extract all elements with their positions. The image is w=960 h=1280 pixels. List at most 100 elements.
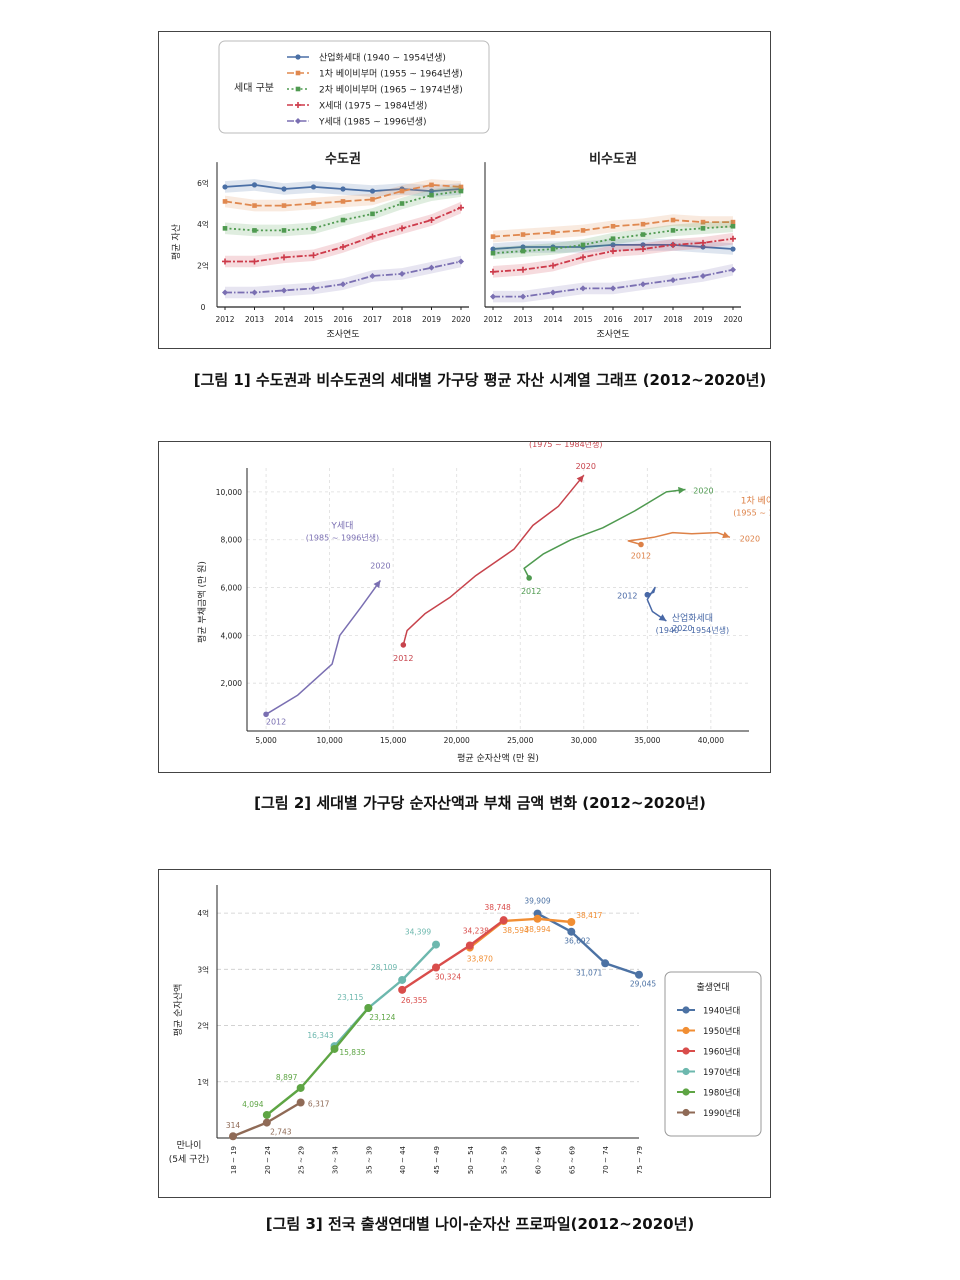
x-tick-label: 2016: [603, 315, 622, 324]
data-label-1980s: 15,835: [339, 1048, 365, 1057]
legend-box: [664, 971, 762, 1137]
data-label-1980s: 8,897: [276, 1073, 298, 1082]
x-tick-label: 2019: [693, 315, 712, 324]
figure-1-chart: 세대 구분 산업화세대 (1940 ~ 1954년생) 1차 베이비부머 (1955…: [171, 40, 743, 340]
series-line-geny: [265, 579, 382, 715]
panel-title: 비수도권: [589, 152, 637, 167]
legend-box: [218, 40, 490, 134]
data-label-1950s: 38,594: [503, 926, 529, 935]
data-point-1980s: [364, 1003, 373, 1012]
y-axis-label: 평균 부채금액 (만 원): [196, 561, 208, 643]
data-point-genx: [640, 246, 646, 253]
data-point-boomer2: [550, 246, 556, 252]
y-tick-label: 2억: [197, 262, 209, 271]
data-point-genx: [670, 241, 676, 248]
data-point-geny: [550, 289, 556, 296]
data-point-boomer1: [311, 201, 316, 206]
data-label-1970s: 16,343: [307, 1031, 333, 1040]
legend-label-boomer2: 2차 베이비부머 (1965 ~ 1974년생): [319, 84, 463, 96]
data-point-industrial: [222, 184, 228, 190]
x-tick-label: 2014: [543, 315, 562, 324]
x-tick-label: 40,000: [698, 736, 724, 745]
x-tick-label: 18 ~ 19: [230, 1146, 238, 1174]
start-point-boomer1: [638, 541, 644, 548]
arrow-head-genx: [576, 475, 584, 483]
data-point-genx: [222, 258, 228, 265]
data-point-industrial: [610, 242, 616, 248]
start-label-industrial: 2012: [617, 592, 637, 601]
data-point-boomer2: [340, 217, 346, 223]
x-axis-label: 평균 순자산액 (만 원): [457, 752, 539, 764]
data-point-boomer2: [640, 232, 646, 237]
start-point-genx: [400, 642, 407, 648]
series-1990s: 314 2,743 6,317: [226, 1098, 330, 1141]
data-point-genx: [369, 233, 376, 240]
data-point-boomer2: [520, 248, 526, 254]
x-tick-label: 2017: [633, 315, 652, 324]
x-axis-label: (5세 구간): [169, 1154, 209, 1165]
data-point-genx: [251, 258, 258, 265]
x-tick-label: 25,000: [507, 736, 533, 745]
legend-marker-1990s: [682, 1108, 690, 1117]
arrow-head-industrial: [658, 614, 667, 622]
data-label-1950s: 33,870: [467, 955, 493, 964]
data-point-1940s: [635, 970, 643, 979]
data-point-genx: [490, 268, 496, 275]
x-tick-label: 40 ~ 44: [399, 1145, 407, 1174]
data-point-genx: [730, 235, 736, 242]
data-point-industrial: [730, 246, 736, 252]
x-axis-label: 조사연도: [596, 329, 629, 340]
series-1960s: 26,355 30,324 34,238 38,748: [398, 903, 511, 1005]
data-point-boomer2: [458, 188, 464, 194]
data-point-genx: [580, 254, 586, 261]
data-label-1990s: 6,317: [308, 1099, 330, 1108]
data-point-industrial: [640, 242, 646, 248]
y-tick-label: 0: [201, 303, 206, 312]
data-point-geny: [222, 289, 228, 296]
y-axis-label: 평균 자산: [171, 224, 182, 260]
series-name-industrial: 산업화세대: [672, 613, 713, 624]
legend-marker-1960s: [682, 1047, 690, 1055]
data-point-boomer1: [490, 234, 496, 239]
data-point-boomer2: [370, 211, 375, 217]
x-tick-label: 30,000: [571, 736, 597, 745]
legend-label-1960s: 1960년대: [703, 1047, 740, 1058]
y-tick-label: 3억: [197, 965, 209, 974]
data-label-1940s: 29,045: [630, 980, 656, 989]
x-tick-label: 60 ~ 64: [535, 1145, 543, 1174]
y-axis-label: 평균 순자산액: [172, 984, 184, 1037]
data-point-geny: [700, 272, 706, 279]
panel-2: 비수도권 2012 2013 2014 2015 2016 2017 2018 2019 2020…: [483, 152, 742, 340]
data-point-1980s: [296, 1083, 305, 1092]
data-point-boomer1: [370, 197, 375, 202]
x-tick-label: 15,000: [380, 736, 406, 745]
legend-marker-1940s: [682, 1006, 690, 1014]
legend-label-1940s: 1940년대: [703, 1006, 740, 1017]
series-line-genx: [225, 206, 462, 263]
data-point-boomer1: [580, 228, 586, 233]
data-point-geny: [490, 293, 496, 300]
x-tick-label: 2012: [483, 315, 502, 324]
data-point-1990s: [262, 1118, 271, 1127]
start-point-industrial: [644, 591, 651, 598]
data-label-1940s: 36,692: [564, 937, 590, 946]
series-line-1960s: [401, 919, 505, 991]
data-point-geny: [310, 285, 317, 292]
x-tick-label: 2016: [333, 315, 352, 324]
x-tick-label: 10,000: [316, 736, 342, 745]
series-line-geny: [493, 268, 734, 298]
data-point-genx: [520, 266, 526, 273]
x-tick-label: 25 ~ 29: [298, 1146, 306, 1174]
data-point-geny: [369, 272, 376, 279]
data-point-genx: [399, 225, 405, 232]
y-tick-label: 6,000: [221, 584, 243, 593]
end-label-boomer2: 2020: [693, 487, 713, 496]
data-point-boomer1: [340, 199, 346, 204]
data-point-boomer1: [670, 217, 676, 223]
legend-label-geny: Y세대 (1985 ~ 1996년생): [318, 117, 427, 128]
data-label-1970s: 28,109: [371, 963, 397, 972]
data-point-industrial: [340, 186, 346, 192]
end-label-industrial: 2020: [672, 624, 692, 633]
series-industrial: 산업화세대(1940 ~ 1954년생) 2012 2020: [617, 586, 729, 635]
